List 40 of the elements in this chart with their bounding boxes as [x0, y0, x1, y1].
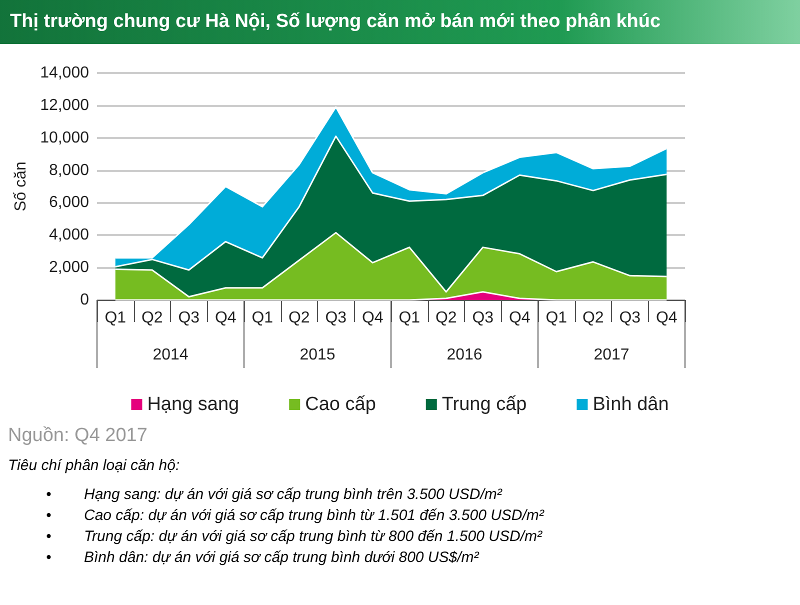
- x-tick-label: Q3: [325, 310, 347, 326]
- y-axis-title: Số căn: [12, 162, 30, 212]
- legend-label: Bình dân: [592, 394, 669, 415]
- y-tick-label: 2,000: [48, 259, 90, 276]
- text: 2017: [594, 346, 630, 364]
- y-tick-label: 8,000: [48, 162, 90, 179]
- y-tick-label: 6,000: [48, 194, 90, 212]
- text: 2015: [300, 346, 336, 364]
- legend-label: Trung cấp: [442, 394, 527, 415]
- x-tick-label: Q1: [104, 310, 126, 326]
- text: 2014: [152, 346, 188, 364]
- x-tick-label: Q1: [398, 310, 420, 326]
- y-tick-label: 12,000: [40, 96, 90, 114]
- text: • Trung cấp: dự án với giá sơ cấp trung bình từ 800 đến 1.500 USD/m²: [46, 527, 544, 547]
- x-tick-label: Q3: [178, 310, 200, 326]
- x-tick-label: Q4: [362, 310, 384, 326]
- x-tick-label: Q4: [656, 310, 678, 326]
- x-tick-label: Q3: [472, 310, 494, 326]
- x-tick-label: Q2: [435, 310, 457, 326]
- x-tick-label: Q1: [252, 310, 274, 326]
- x-tick-label: Q2: [141, 310, 163, 326]
- y-tick-label: 10,000: [40, 129, 90, 146]
- text: • Bình dân: dự án với giá sơ cấp trung bình dưới 800 US$/m²: [46, 548, 480, 568]
- chart-title: Thị trường chung cư Hà Nội, Số lượng căn mở bán mới theo phân khúc: [0, 0, 800, 44]
- y-tick-label: 14,000: [40, 64, 90, 82]
- x-tick-label: Q2: [582, 310, 604, 326]
- text: 2016: [446, 346, 482, 364]
- y-tick-label: 4,000: [48, 226, 90, 244]
- text: • Cao cấp: dự án với giá sơ cấp trung bình từ 1.501 đến 3.500 USD/m²: [46, 506, 546, 526]
- x-tick-label: Q4: [508, 310, 530, 326]
- text: Tiêu chí phân loại căn hộ:: [8, 457, 181, 474]
- x-tick-label: Q1: [546, 310, 568, 326]
- x-tick-label: Q3: [619, 310, 641, 326]
- x-tick-label: Q4: [214, 310, 236, 326]
- legend-label: Cao cấp: [305, 394, 376, 415]
- text: Nguồn: Q4 2017: [8, 425, 148, 447]
- text: • Hạng sang: dự án với giá sơ cấp trung bình trên 3.500 USD/m²: [46, 485, 504, 505]
- legend-label: Hạng sang: [147, 394, 240, 415]
- y-tick-label: 0: [80, 292, 90, 308]
- x-tick-label: Q2: [288, 310, 310, 326]
